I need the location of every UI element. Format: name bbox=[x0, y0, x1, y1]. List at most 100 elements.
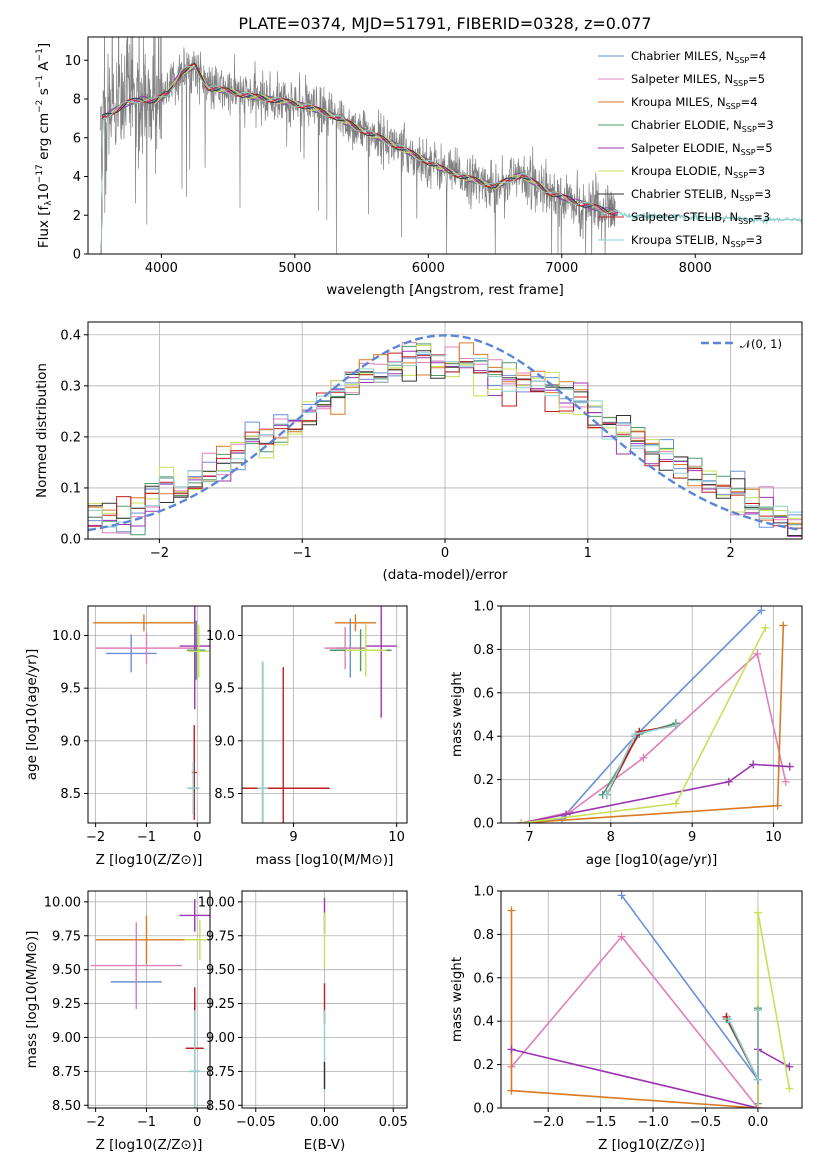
y-tick-label: 4 bbox=[73, 170, 81, 185]
legend-entry: 𝒩(0, 1) bbox=[740, 337, 782, 351]
y-tick-label: 9.00 bbox=[206, 1031, 235, 1046]
y-tick-label: 0.2 bbox=[473, 1058, 494, 1073]
model-spectrum-red-tail bbox=[614, 210, 802, 226]
mass-weight-point bbox=[757, 606, 766, 615]
y-tick-label: 8.50 bbox=[206, 1099, 235, 1114]
axes-frame bbox=[87, 605, 211, 824]
y-tick-label: 10.00 bbox=[44, 895, 81, 910]
x-axis-label: wavelength [Angstrom, rest frame] bbox=[326, 282, 564, 298]
mass-weight-point bbox=[785, 1084, 794, 1093]
age-vs-mass-marks bbox=[242, 606, 397, 823]
x-tick-label: 10 bbox=[765, 830, 782, 845]
x-axis-label: mass [log10(M/M⊙)] bbox=[256, 852, 394, 868]
x-tick-label: 4000 bbox=[145, 261, 178, 276]
x-tick-label: 2 bbox=[726, 546, 734, 561]
y-tick-label: 6 bbox=[73, 131, 81, 146]
mass-weight-point bbox=[631, 730, 640, 739]
y-tick-label: 0.1 bbox=[60, 481, 81, 496]
legend-entry: Salpeter MILES, NSSP=5 bbox=[631, 72, 765, 88]
mass-weight-point bbox=[781, 777, 790, 786]
mass-weight-point bbox=[617, 891, 626, 900]
mass-weight-point bbox=[724, 777, 733, 786]
mass-weight-point bbox=[507, 1086, 516, 1095]
x-tick-label: 9 bbox=[289, 830, 297, 845]
x-tick-label: −2 bbox=[86, 830, 105, 845]
mass-weight-point bbox=[785, 1062, 794, 1071]
mass-weight-point bbox=[671, 799, 680, 808]
x-tick-label: −2.0 bbox=[532, 1115, 564, 1130]
figure-title: PLATE=0374, MJD=51791, FIBERID=0328, z=0… bbox=[238, 14, 651, 33]
mass-weight-point bbox=[724, 1015, 733, 1024]
mass-weight-point bbox=[749, 760, 758, 769]
residuals-marks bbox=[88, 334, 802, 537]
weight-vs-z-panel: −2.0 −1.5 −1.0 −0.5 0.0 0.0 0.2 0.4 0.6 0.8 1.0 Z [… bbox=[449, 885, 803, 1153]
x-tick-label: 0 bbox=[441, 546, 449, 561]
mass-vs-z-panel: −2 −1 0 8.50 8.75 9.00 9.25 9.50 9.75 10.00 Z [log… bbox=[24, 890, 211, 1153]
y-tick-label: 9.5 bbox=[60, 682, 81, 697]
y-tick-label: 9.00 bbox=[52, 1031, 81, 1046]
x-tick-label: 5000 bbox=[278, 261, 311, 276]
weight-vs-z-marks bbox=[507, 891, 794, 1108]
x-tick-label: −0.05 bbox=[236, 1115, 276, 1130]
spectrum-marks bbox=[99, 37, 802, 254]
age-vs-mass-panel: 9 10 8.5 9.0 9.5 10.0 mass [log10(M/M⊙)] bbox=[206, 605, 408, 868]
y-tick-label: 0.6 bbox=[473, 971, 494, 986]
x-tick-label: 0.0 bbox=[748, 1115, 769, 1130]
y-tick-label: 10 bbox=[64, 54, 81, 69]
y-axis-label: mass weight bbox=[449, 957, 465, 1042]
y-axis-label: mass [log10(M/M⊙)] bbox=[24, 931, 40, 1069]
legend-entry: Salpeter STELIB, NSSP=3 bbox=[631, 210, 770, 226]
y-axis-label: Normed distribution bbox=[34, 363, 50, 498]
axes-frame bbox=[500, 890, 803, 1109]
mass-weight-point bbox=[753, 1075, 762, 1084]
model-spectrum bbox=[100, 65, 618, 254]
x-tick-label: 0 bbox=[193, 1115, 201, 1130]
y-tick-label: 0.0 bbox=[473, 817, 494, 832]
x-tick-label: 8000 bbox=[679, 261, 712, 276]
mass-weight-point bbox=[602, 790, 611, 799]
y-tick-label: 2 bbox=[73, 209, 81, 224]
x-tick-label: −1.5 bbox=[585, 1115, 617, 1130]
x-axis-label: Z [log10(Z/Z⊙)] bbox=[598, 1137, 705, 1153]
age-vs-z-marks bbox=[93, 606, 210, 820]
legend-entry: Salpeter ELODIE, NSSP=5 bbox=[631, 141, 773, 157]
y-tick-label: 1.0 bbox=[473, 885, 494, 900]
y-axis-label: mass weight bbox=[449, 672, 465, 757]
mass-weight-point bbox=[753, 649, 762, 658]
spectrum-panel: 4000 5000 6000 7000 8000 0 2 4 6 8 10 Chabrier MILE… bbox=[35, 36, 803, 298]
x-axis-label: E(B-V) bbox=[304, 1137, 346, 1153]
x-tick-label: −2 bbox=[150, 546, 169, 561]
x-tick-label: 7000 bbox=[545, 261, 578, 276]
y-tick-label: 9.75 bbox=[52, 929, 81, 944]
y-tick-label: 9.50 bbox=[52, 963, 81, 978]
y-tick-label: 9.5 bbox=[214, 682, 235, 697]
normal-gaussian-curve bbox=[88, 334, 802, 532]
mass-weight-point bbox=[753, 1006, 762, 1015]
y-tick-label: 8.75 bbox=[52, 1065, 81, 1080]
axes-frame bbox=[87, 321, 803, 540]
x-tick-label: −1 bbox=[137, 830, 156, 845]
y-tick-label: 0.6 bbox=[473, 686, 494, 701]
legend-entry: Chabrier MILES, NSSP=4 bbox=[631, 49, 766, 65]
x-tick-label: 0.00 bbox=[310, 1115, 339, 1130]
y-tick-label: 9.0 bbox=[214, 734, 235, 749]
age-vs-z-panel: −2 −1 0 8.5 9.0 9.5 10.0 Z [log10(Z/Z⊙)] age [lo… bbox=[24, 605, 211, 868]
y-tick-label: 0.4 bbox=[473, 1015, 494, 1030]
y-tick-label: 9.25 bbox=[206, 997, 235, 1012]
x-axis-label: age [log10(age/yr)] bbox=[586, 852, 718, 868]
legend-entry: Kroupa STELIB, NSSP=3 bbox=[631, 233, 763, 249]
mass-weight-point bbox=[761, 623, 770, 632]
mass-vs-ebv-panel: −0.05 0.00 0.05 8.50 8.75 9.00 9.25 9.50 9.75 10.… bbox=[198, 890, 408, 1153]
axes-frame bbox=[241, 605, 408, 824]
model-spectrum bbox=[154, 64, 556, 198]
y-tick-label: 9.75 bbox=[206, 929, 235, 944]
mass-weight-line bbox=[757, 912, 791, 1108]
y-axis-label: age [log10(age/yr)] bbox=[24, 649, 40, 781]
x-tick-label: 1 bbox=[584, 546, 592, 561]
x-tick-label: −1.0 bbox=[637, 1115, 669, 1130]
legend-entry: Chabrier STELIB, NSSP=3 bbox=[631, 187, 771, 203]
mass-weight-line bbox=[521, 609, 762, 823]
x-axis-label: (data-model)/error bbox=[382, 567, 508, 583]
y-tick-label: 0.8 bbox=[473, 928, 494, 943]
